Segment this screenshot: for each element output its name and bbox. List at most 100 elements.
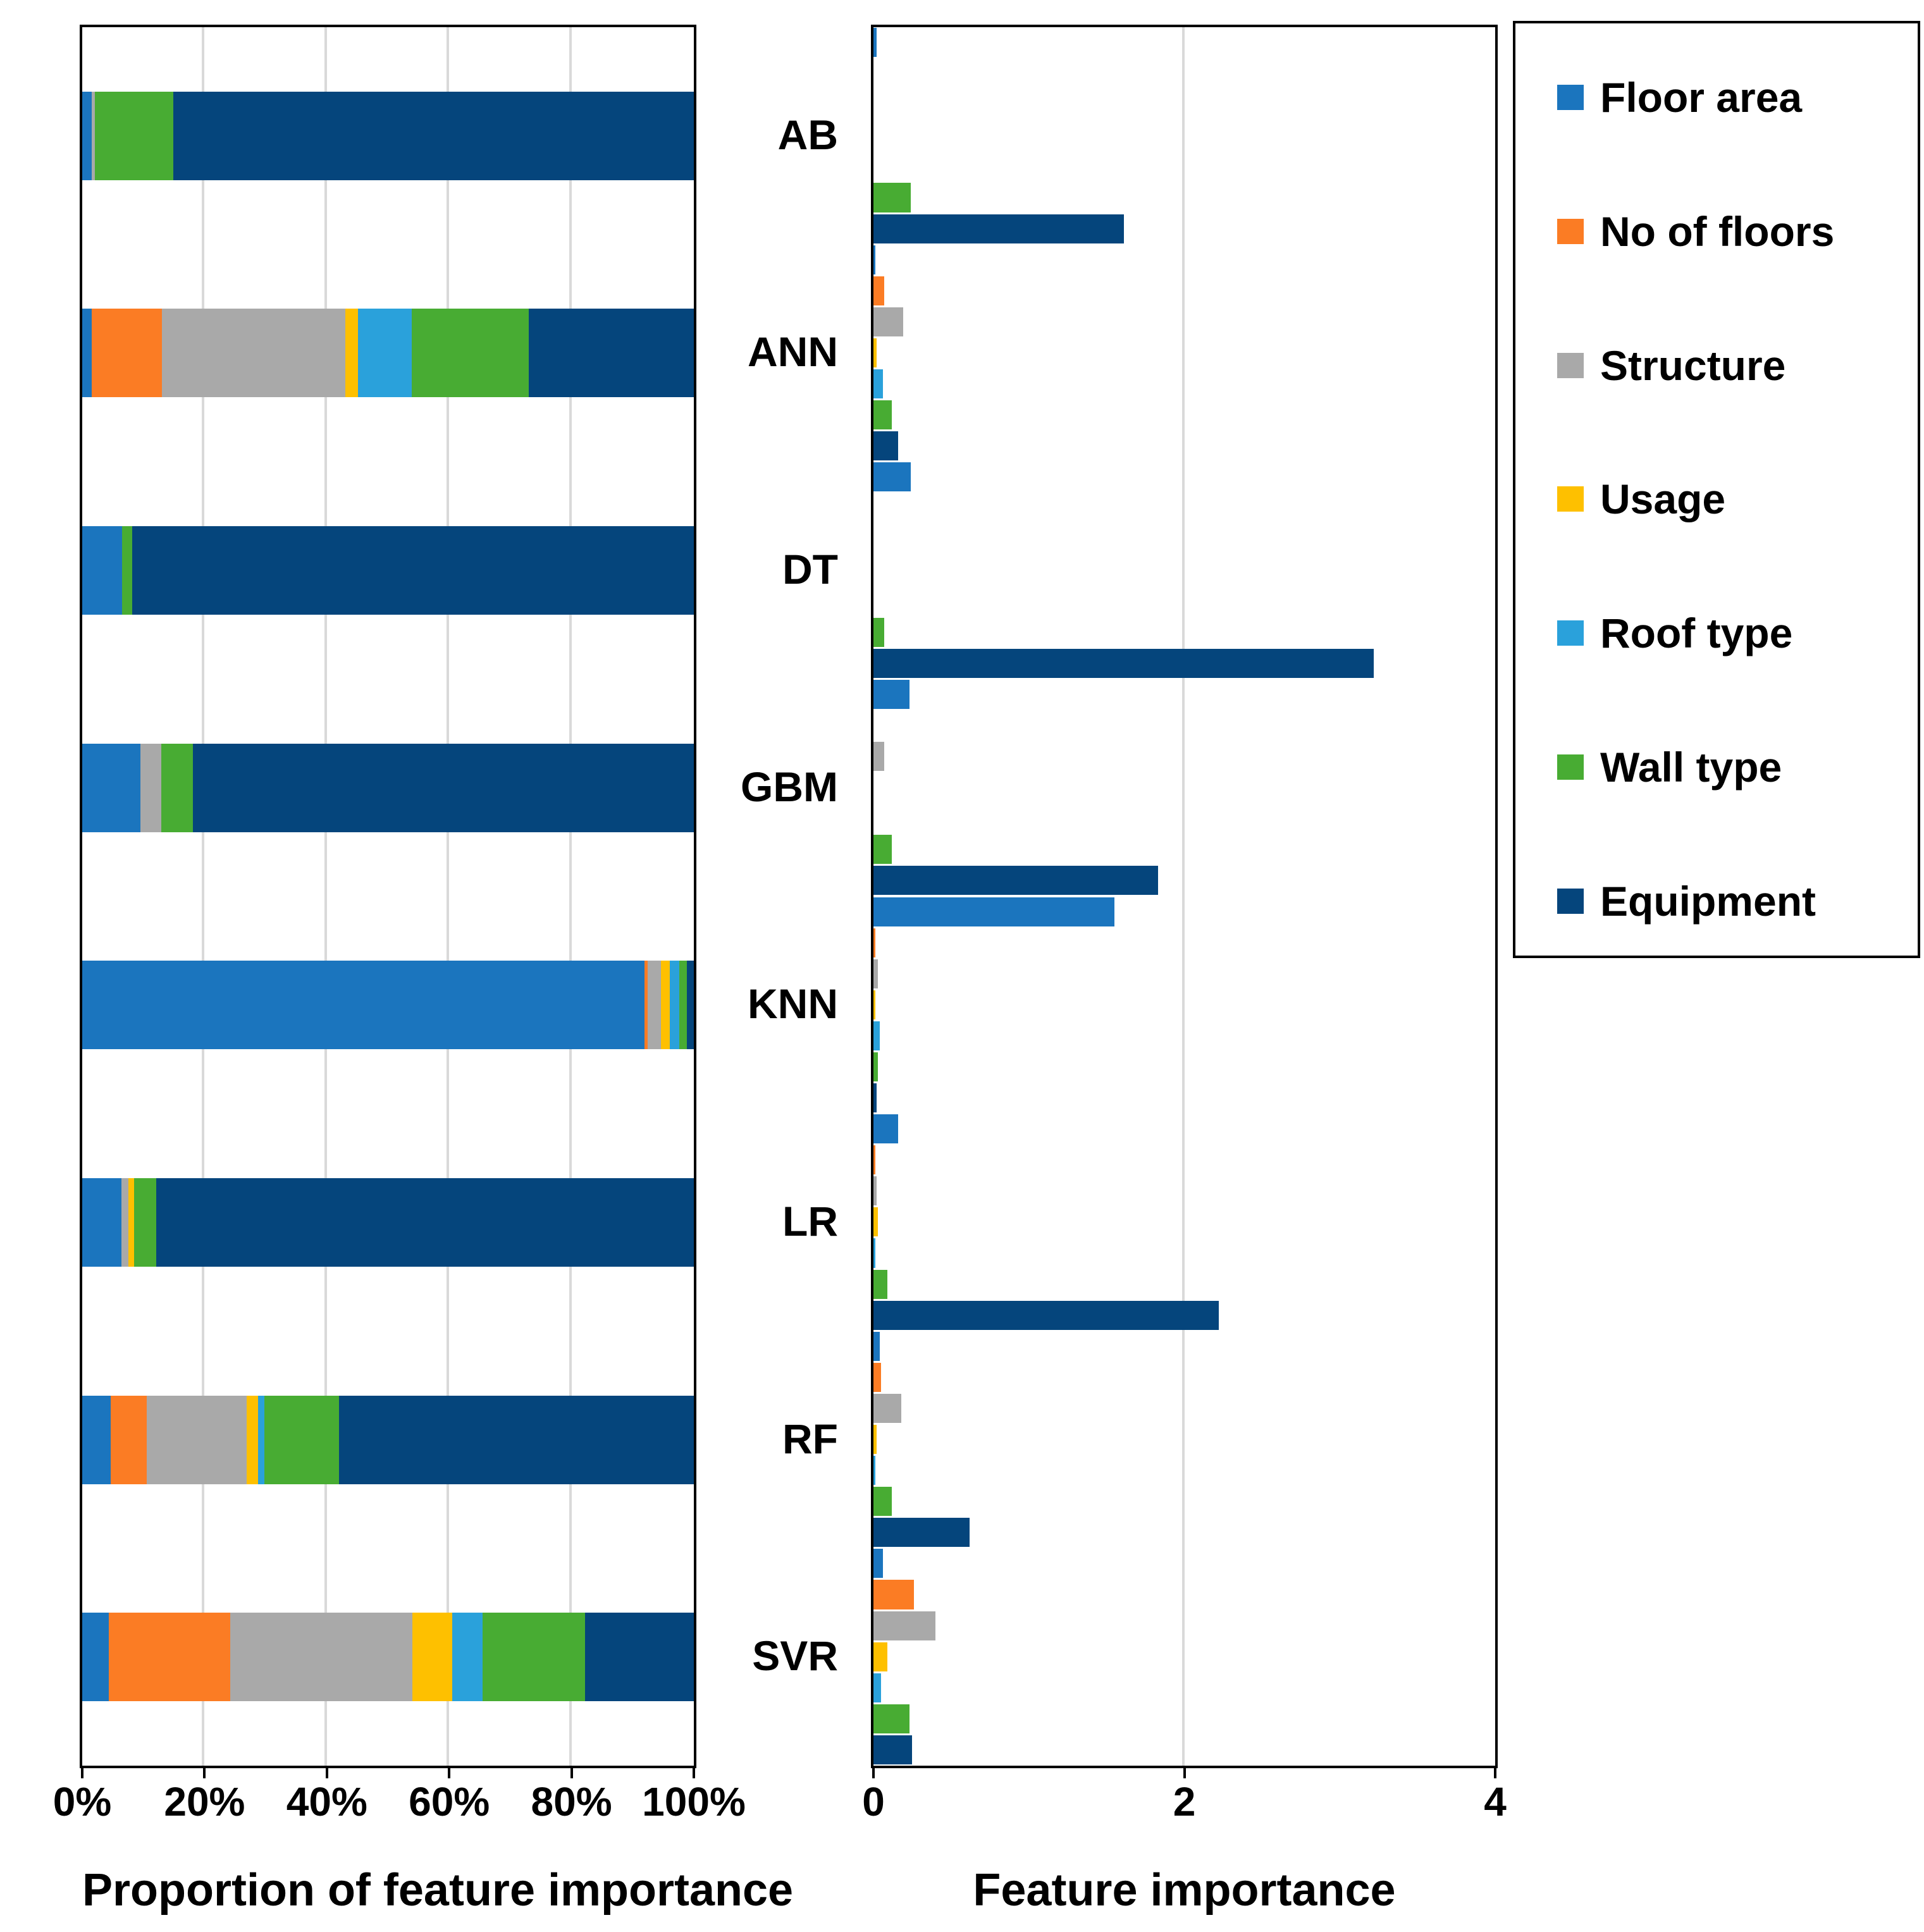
bar-floor_area-SVR <box>873 1549 883 1578</box>
legend-label-floor_area: Floor area <box>1600 74 1803 121</box>
stacked-segment-floor_area-ANN <box>82 309 92 398</box>
legend-label-wall_type: Wall type <box>1600 744 1782 791</box>
stacked-segment-no_of_floors-SVR <box>108 1613 230 1702</box>
gridline <box>569 27 572 1766</box>
no_of_floors-swatch-icon <box>1557 218 1584 244</box>
bar-no_of_floors-SVR <box>873 1580 914 1609</box>
legend-item-usage: Usage <box>1557 474 1725 524</box>
stacked-segment-roof_type-KNN <box>670 961 679 1050</box>
bar-equipment-LR <box>873 1300 1219 1330</box>
legend-item-no_of_floors: No of floors <box>1557 206 1834 257</box>
structure-swatch-icon <box>1557 352 1584 378</box>
stacked-segment-roof_type-SVR <box>452 1613 483 1702</box>
bar-floor_area-KNN <box>873 897 1114 926</box>
axis-tick <box>570 1768 573 1778</box>
bar-no_of_floors-LR <box>873 1145 875 1175</box>
stacked-segment-floor_area-SVR <box>82 1613 109 1702</box>
axis-tick <box>325 1768 328 1778</box>
stacked-segment-no_of_floors-RF <box>111 1395 147 1484</box>
stacked-segment-equipment-ANN <box>528 309 694 398</box>
legend-label-no_of_floors: No of floors <box>1600 207 1835 255</box>
bar-equipment-KNN <box>873 1083 877 1113</box>
wall_type-swatch-icon <box>1557 754 1584 780</box>
bar-roof_type-KNN <box>873 1021 880 1050</box>
stacked-segment-wall_type-RF <box>264 1395 340 1484</box>
legend-item-floor_area: Floor area <box>1557 72 1802 123</box>
bar-structure-GBM <box>873 742 885 772</box>
bar-equipment-RF <box>873 1518 970 1547</box>
bar-structure-KNN <box>873 959 879 988</box>
bar-floor_area-GBM <box>873 679 910 709</box>
axis-tick <box>1494 1768 1496 1778</box>
axis-tick-label: 40% <box>286 1779 367 1824</box>
category-label-ab: AB <box>777 111 838 158</box>
category-label-svr: SVR <box>752 1632 838 1680</box>
bar-equipment-GBM <box>873 866 1158 895</box>
bar-wall_type-LR <box>873 1269 888 1299</box>
bar-usage-KNN <box>873 990 875 1019</box>
bar-wall_type-RF <box>873 1487 892 1517</box>
bar-floor_area-DT <box>873 462 911 492</box>
bar-no_of_floors-RF <box>873 1362 882 1392</box>
bar-no_of_floors-ANN <box>873 276 885 305</box>
axis-tick-label: 2 <box>1173 1779 1196 1824</box>
bar-wall_type-KNN <box>873 1052 879 1082</box>
stacked-segment-usage-RF <box>247 1395 259 1484</box>
stacked-segment-wall_type-GBM <box>161 743 194 832</box>
axis-tick-label: 4 <box>1484 1779 1507 1824</box>
bar-structure-ANN <box>873 307 903 336</box>
category-label-gbm: GBM <box>741 763 838 810</box>
stacked-segment-equipment-LR <box>156 1178 694 1267</box>
axis-tick <box>693 1768 695 1778</box>
stacked-segment-structure-AB <box>92 91 96 180</box>
bar-roof_type-SVR <box>873 1673 882 1702</box>
bar-equipment-DT <box>873 648 1374 678</box>
axis-tick <box>872 1768 875 1778</box>
gridline <box>202 27 205 1766</box>
bar-wall_type-DT <box>873 617 885 647</box>
bar-floor_area-AB <box>873 28 877 58</box>
stacked-segment-usage-KNN <box>660 961 670 1050</box>
stacked-segment-floor_area-LR <box>82 1178 121 1267</box>
stacked-segment-no_of_floors-KNN <box>644 961 648 1050</box>
bar-structure-RF <box>873 1393 902 1423</box>
stacked-segment-wall_type-ANN <box>412 309 529 398</box>
bar-wall_type-ANN <box>873 400 892 430</box>
bar-structure-SVR <box>873 1611 936 1640</box>
stacked-segment-structure-GBM <box>140 743 161 832</box>
usage-swatch-icon <box>1557 486 1584 512</box>
stacked-segment-wall_type-KNN <box>679 961 688 1050</box>
category-label-knn: KNN <box>748 980 838 1028</box>
bar-roof_type-ANN <box>873 369 883 399</box>
stacked-segment-floor_area-RF <box>82 1395 111 1484</box>
legend-label-structure: Structure <box>1600 341 1786 389</box>
bar-no_of_floors-KNN <box>873 928 875 957</box>
axis-tick <box>203 1768 206 1778</box>
legend-item-structure: Structure <box>1557 340 1785 391</box>
legend-item-wall_type: Wall type <box>1557 742 1782 792</box>
legend-item-equipment: Equipment <box>1557 876 1816 926</box>
stacked-segment-usage-LR <box>128 1178 135 1267</box>
stacked-segment-equipment-GBM <box>193 743 694 832</box>
axis-tick-label: 100% <box>642 1779 746 1824</box>
axis-tick <box>448 1768 451 1778</box>
legend-label-equipment: Equipment <box>1600 877 1816 925</box>
category-label-lr: LR <box>782 1197 838 1245</box>
floor_area-swatch-icon <box>1557 85 1584 110</box>
stacked-segment-floor_area-AB <box>82 91 92 180</box>
stacked-segment-roof_type-RF <box>258 1395 265 1484</box>
axis-tick-label: 20% <box>164 1779 245 1824</box>
stacked-segment-floor_area-DT <box>82 526 122 615</box>
stacked-segment-structure-KNN <box>648 961 661 1050</box>
bar-wall_type-GBM <box>873 835 892 864</box>
bar-equipment-SVR <box>873 1735 913 1764</box>
equipment-swatch-icon <box>1557 888 1584 914</box>
category-label-rf: RF <box>782 1415 838 1462</box>
gridline <box>447 27 450 1766</box>
stacked-segment-floor_area-KNN <box>82 961 644 1050</box>
bar-usage-RF <box>873 1425 877 1455</box>
bar-floor_area-RF <box>873 1331 880 1361</box>
axis-tick <box>81 1768 83 1778</box>
stacked-segment-no_of_floors-ANN <box>92 309 162 398</box>
